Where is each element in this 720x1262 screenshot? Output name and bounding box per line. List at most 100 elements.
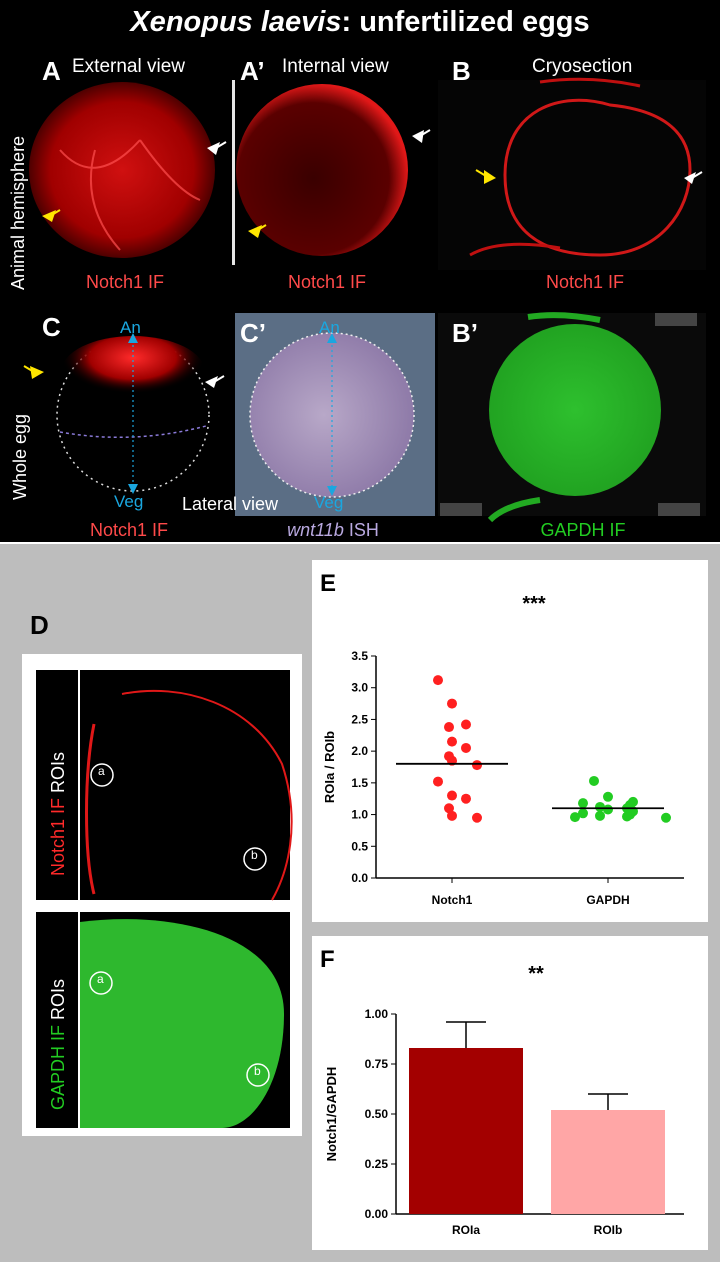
caption-c-prime-method: ISH — [343, 520, 379, 540]
y-tick-label: 0.25 — [365, 1157, 389, 1171]
caption-a: Notch1 IF — [85, 272, 165, 292]
caption-b: Notch1 IF — [545, 272, 625, 292]
x-tick-label: ROIa — [452, 1223, 480, 1237]
data-point — [461, 793, 471, 804]
side-label-animal-hemisphere: Animal hemisphere — [8, 135, 28, 290]
panel-label-d: D — [30, 610, 49, 640]
panel-label-c: C — [42, 312, 61, 342]
data-point — [444, 803, 454, 814]
side-label-whole-egg: Whole egg — [10, 413, 30, 500]
an-label-c-prime: An — [319, 318, 340, 337]
data-point — [472, 760, 482, 771]
bar-chart: ** 0.00 0.25 0.50 0.75 1.00 Notch1/GAPDH ROIa RO… — [324, 963, 684, 1237]
data-point — [570, 812, 580, 823]
data-point — [472, 812, 482, 823]
view-label-a: External view — [72, 56, 185, 77]
data-point — [433, 675, 443, 686]
roi-b-top: b — [251, 848, 258, 862]
x-tick-label: Notch1 — [432, 893, 473, 907]
data-point — [595, 801, 605, 812]
data-point — [433, 776, 443, 787]
panel-label-f: F — [320, 946, 335, 973]
roi-a-top: a — [98, 764, 105, 778]
x-tick-label: GAPDH — [586, 893, 629, 907]
panel-label-b: B — [452, 56, 471, 86]
x-tick-label: ROIb — [594, 1223, 623, 1237]
panel-f: F ** 0.00 0.25 0.50 0.75 1.00 Notch1/GAPDH ROIa… — [312, 936, 708, 1250]
label-rois-2: ROIs — [48, 978, 68, 1025]
an-label-c: An — [120, 318, 141, 337]
panel-e: E *** 0.0 0.5 1.0 1.5 2.0 2.5 3.0 3.5 ROIa / ROIb… — [312, 560, 708, 922]
lateral-view-label: Lateral view — [182, 494, 279, 514]
view-label-a-prime: Internal view — [282, 56, 389, 77]
y-tick-label: 1.0 — [351, 808, 368, 822]
divider-line — [232, 80, 235, 265]
panel-d-images — [36, 670, 293, 1128]
title-species: Xenopus laevis — [130, 6, 342, 38]
y-tick-label: 3.0 — [351, 681, 368, 695]
y-tick-label: 3.5 — [351, 649, 368, 663]
y-tick-label: 0.00 — [365, 1207, 389, 1221]
data-point — [444, 722, 454, 733]
data-point — [578, 808, 588, 819]
panel-label-a: A — [42, 56, 61, 86]
data-point — [603, 791, 613, 802]
panel-d: a b a b Notch1 IF ROIs GAPDH IF ROIs — [22, 654, 302, 1136]
egg-b-section — [503, 98, 692, 257]
veg-label-c-prime: Veg — [314, 493, 344, 512]
caption-b-prime: GAPDH IF — [540, 520, 626, 540]
y-tick-label: 2.0 — [351, 744, 368, 758]
chart-e-title: *** — [522, 593, 546, 615]
y-tick-label: 1.00 — [365, 1007, 389, 1021]
data-point — [447, 698, 457, 709]
egg-b-prime — [489, 324, 661, 496]
y-axis-label: ROIa / ROIb — [322, 731, 337, 803]
data-point — [461, 719, 471, 730]
view-label-b: Cryosection — [532, 56, 633, 77]
figure-title: Xenopus laevis: unfertilized eggs — [0, 6, 720, 39]
egg-a-prime — [236, 84, 408, 256]
bar — [551, 1110, 665, 1214]
title-rest: : unfertilized eggs — [341, 6, 590, 38]
bar — [409, 1048, 523, 1214]
egg-c — [56, 338, 210, 492]
caption-a-prime: Notch1 IF — [287, 272, 367, 292]
data-point — [461, 742, 471, 753]
y-tick-label: 1.5 — [351, 776, 368, 790]
caption-c: Notch1 IF — [89, 520, 169, 540]
data-point — [589, 775, 599, 786]
label-gapdh-rois: GAPDH IF ROIs — [48, 979, 69, 1110]
y-tick-label: 0.5 — [351, 839, 368, 853]
y-axis-label: Notch1/GAPDH — [324, 1067, 339, 1162]
caption-c-prime-gene: wnt11b — [287, 520, 344, 540]
image-figure: Xenopus laevis: unfertilized eggs — [0, 0, 720, 542]
chart-f-title: ** — [528, 963, 544, 985]
panel-label-a-prime: A’ — [240, 56, 265, 86]
data-point — [447, 810, 457, 821]
panel-label-b-prime: B’ — [452, 318, 478, 348]
y-tick-label: 0.50 — [365, 1107, 389, 1121]
roi-a-bottom: a — [97, 972, 104, 986]
veg-label-c: Veg — [114, 492, 144, 511]
caption-c-prime: wnt11b ISH — [258, 520, 408, 541]
egg-a — [29, 82, 215, 258]
label-notch-if: Notch1 IF — [48, 797, 68, 876]
y-tick-label: 0.75 — [365, 1057, 389, 1071]
scatter-chart: *** 0.0 0.5 1.0 1.5 2.0 2.5 3.0 3.5 ROIa / ROIb No… — [322, 593, 684, 907]
data-point — [447, 790, 457, 801]
y-tick-label: 0.0 — [351, 871, 368, 885]
data-point — [447, 736, 457, 747]
roi-b-bottom: b — [254, 1064, 261, 1078]
data-point — [661, 812, 671, 823]
data-point — [578, 798, 588, 809]
panel-label-e: E — [320, 570, 337, 597]
panel-label-c-prime: C’ — [240, 318, 266, 348]
label-notch-rois: Notch1 IF ROIs — [48, 752, 69, 876]
micrograph-layer — [23, 77, 706, 523]
label-rois-1: ROIs — [48, 751, 68, 798]
data-point — [595, 810, 605, 821]
data-point — [603, 804, 613, 815]
arrow-markers — [23, 129, 703, 388]
label-gapdh-if: GAPDH IF — [48, 1024, 68, 1110]
y-tick-label: 2.5 — [351, 712, 368, 726]
